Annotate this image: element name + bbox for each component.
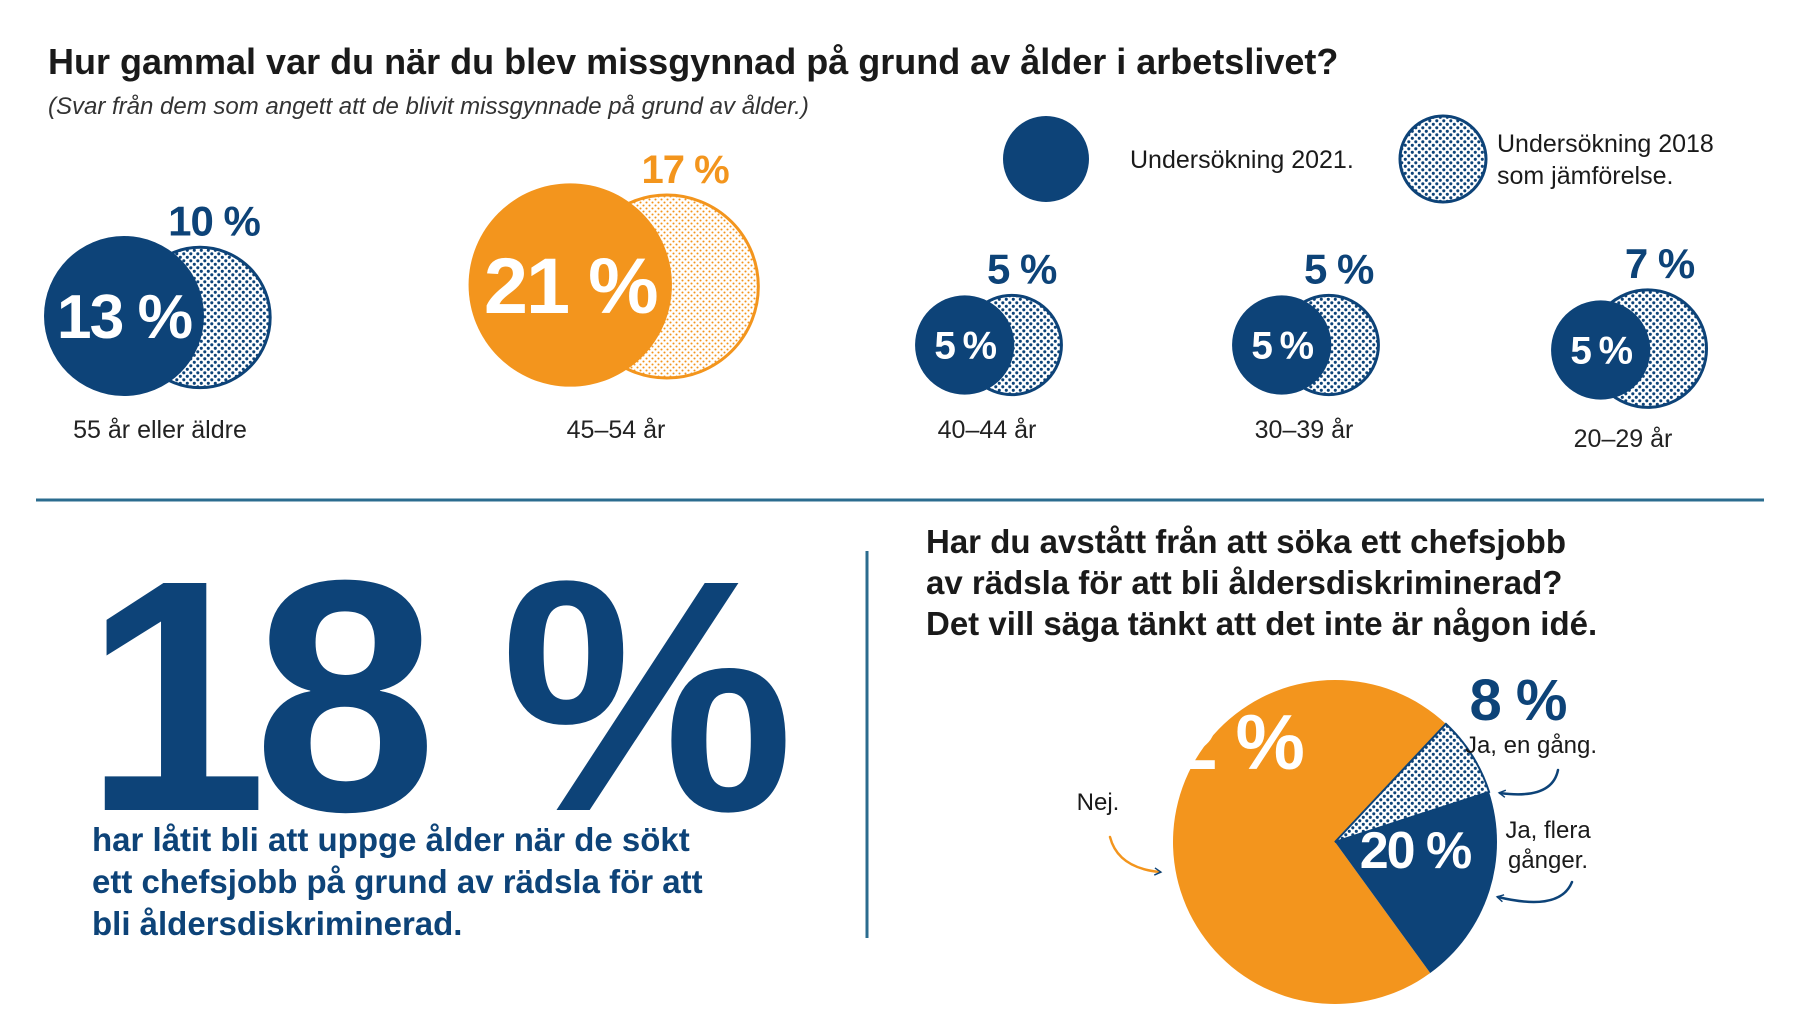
- category-label: 55 år eller äldre: [73, 416, 247, 444]
- value-label-2021: 21 %: [484, 241, 657, 330]
- arrow-ja-en-gang: [1497, 768, 1560, 798]
- pie-category-label: Nej.: [1077, 789, 1120, 816]
- age-group-40-44-år: 5 % 5 % 40–44 år: [915, 245, 1063, 444]
- value-label-2018: 5 %: [987, 245, 1057, 292]
- age-bubble-chart: 13 % 10 % 55 år eller äldre 21 % 17 % 45–54 å…: [44, 148, 1709, 453]
- pie-value-label: 8 %: [1470, 668, 1567, 733]
- pie-slice: [1173, 679, 1446, 1004]
- big-stat-description-line1: har låtit bli att uppge ålder när de sök…: [92, 821, 690, 858]
- age-group-55-år-eller-äldre: 13 % 10 % 55 år eller äldre: [44, 197, 272, 444]
- pie-category-label: Ja, en gång.: [1465, 732, 1597, 759]
- pie-category-label: gånger.: [1508, 847, 1588, 874]
- age-group-45-54-år: 21 % 17 % 45–54 år: [468, 148, 760, 444]
- value-label-2018: 17 %: [642, 148, 730, 192]
- legend-label-2018-line2: som jämförelse.: [1497, 162, 1673, 190]
- pie-slice: [1335, 791, 1497, 974]
- chart-title: Hur gammal var du när du blev missgynnad…: [48, 41, 1338, 82]
- pie-question-line2: av rädsla för att bli åldersdiskriminera…: [926, 564, 1562, 601]
- pie-question-line1: Har du avstått från att söka ett chefsjo…: [926, 523, 1566, 560]
- bubble-2021: [915, 295, 1015, 395]
- bubble-2021: [1551, 300, 1651, 400]
- arrow-ja-flera-ganger: [1495, 880, 1574, 904]
- legend-swatch-2018: [1398, 114, 1488, 204]
- chart-subtitle: (Svar från dem som angett att de blivit …: [48, 93, 809, 120]
- value-label-2018: 5 %: [1304, 245, 1374, 292]
- pie-value-label: 72 %: [1133, 698, 1303, 786]
- legend-label-2021: Undersökning 2021.: [1130, 146, 1354, 174]
- pie-slice: [1334, 722, 1491, 843]
- value-label-2018: 10 %: [168, 197, 260, 244]
- bubble-2021: [468, 183, 672, 387]
- category-label: 20–29 år: [1574, 425, 1673, 453]
- big-stat-value: 18 %: [84, 511, 789, 880]
- pie-value-label: 20 %: [1360, 822, 1471, 880]
- pie-chart: 72 % 20 % 8 % Nej. Ja, en gång. Ja, flera gång…: [1077, 668, 1597, 1004]
- pie-category-label: Ja, flera: [1505, 817, 1591, 844]
- bubble-2021: [44, 236, 204, 396]
- value-label-2018: 7 %: [1625, 240, 1695, 287]
- value-label-2021: 5 %: [1251, 325, 1313, 368]
- arrow-nej: [1108, 835, 1163, 876]
- value-label-2021: 5 %: [1570, 330, 1632, 373]
- age-group-20-29-år: 5 % 7 % 20–29 år: [1551, 240, 1709, 453]
- legend-label-2018-line1: Undersökning 2018: [1497, 130, 1714, 158]
- category-label: 30–39 år: [1255, 416, 1354, 444]
- value-label-2021: 13 %: [57, 283, 192, 352]
- legend: Undersökning 2021. Undersökning 2018 som…: [1003, 114, 1714, 204]
- big-stat-description-line2: ett chefsjobb på grund av rädsla för att: [92, 863, 703, 900]
- age-group-30-39-år: 5 % 5 % 30–39 år: [1232, 245, 1380, 444]
- pie-question-line3: Det vill säga tänkt att det inte är någo…: [926, 605, 1597, 642]
- bubble-2021: [1232, 295, 1332, 395]
- value-label-2021: 5 %: [934, 325, 996, 368]
- big-stat-description-line3: bli åldersdiskriminerad.: [92, 905, 462, 942]
- category-label: 45–54 år: [567, 416, 666, 444]
- legend-swatch-2021: [1003, 116, 1089, 202]
- category-label: 40–44 år: [938, 416, 1037, 444]
